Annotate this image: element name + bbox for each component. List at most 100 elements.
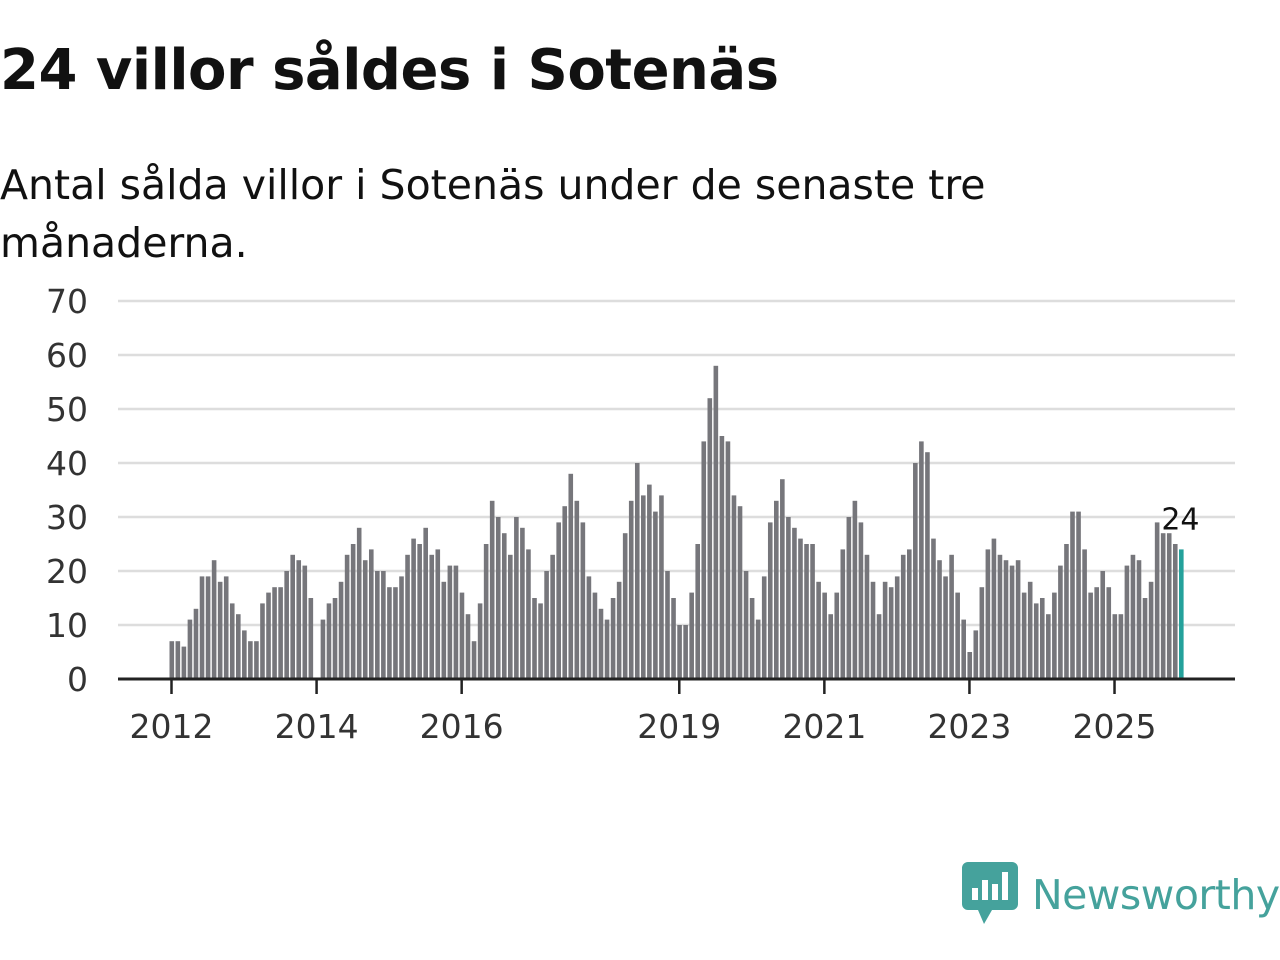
bar <box>755 619 761 679</box>
bar <box>381 571 386 679</box>
bar <box>677 625 682 679</box>
bar <box>574 500 580 679</box>
bar <box>792 527 797 679</box>
bar <box>1070 511 1075 679</box>
bar <box>1166 533 1172 679</box>
bar <box>260 603 265 679</box>
bar <box>628 500 634 679</box>
y-tick-label: 10 <box>46 606 88 645</box>
bar <box>1021 592 1027 679</box>
bar <box>1148 581 1154 679</box>
bar <box>1003 560 1009 679</box>
bar <box>913 463 918 679</box>
bar <box>229 603 235 679</box>
y-tick-label: 20 <box>46 552 88 591</box>
bar <box>332 598 338 679</box>
bar <box>858 522 864 679</box>
bar <box>508 554 513 679</box>
bar <box>1142 598 1148 679</box>
bar <box>350 544 356 679</box>
value-labels: 24 <box>1161 502 1199 537</box>
y-tick-label: 40 <box>46 444 88 483</box>
bar <box>411 538 416 679</box>
bar <box>453 565 459 679</box>
bar <box>272 587 277 679</box>
bar <box>900 554 906 679</box>
bar <box>616 581 622 679</box>
bar <box>320 619 326 679</box>
bar <box>205 576 211 679</box>
bar <box>804 544 809 679</box>
bar <box>278 587 283 679</box>
bar <box>882 581 888 679</box>
bars <box>169 365 1184 679</box>
bar <box>1033 603 1039 679</box>
bar <box>296 560 302 679</box>
brand-name: Newsworthy <box>1032 871 1280 919</box>
x-tick-label: 2012 <box>130 707 214 746</box>
bar <box>1100 571 1106 679</box>
bar <box>181 646 187 679</box>
bar <box>441 581 447 679</box>
bar <box>598 608 604 679</box>
bar <box>254 641 259 679</box>
bar-highlighted <box>1179 549 1184 679</box>
bar <box>931 538 936 679</box>
bar <box>949 554 954 679</box>
bar <box>326 603 332 679</box>
bar <box>610 598 616 679</box>
bar <box>683 625 688 679</box>
bar <box>846 517 852 679</box>
bar <box>586 576 592 679</box>
bar <box>592 592 598 679</box>
bar <box>211 560 217 679</box>
bar <box>997 554 1003 679</box>
bar <box>1076 511 1081 679</box>
bar <box>580 522 586 679</box>
bar <box>870 581 876 679</box>
bar <box>798 538 803 679</box>
bar <box>544 571 549 679</box>
bar <box>1160 533 1166 679</box>
bar <box>447 565 453 679</box>
bar <box>471 641 477 679</box>
bar <box>955 592 960 679</box>
bar <box>822 592 827 679</box>
bar <box>1039 598 1045 679</box>
bar <box>1046 614 1051 679</box>
bar <box>375 571 380 679</box>
bar <box>1094 587 1099 679</box>
bar <box>828 614 833 679</box>
bar <box>568 473 574 679</box>
last-value-label: 24 <box>1161 502 1199 537</box>
bar <box>665 571 670 679</box>
bar <box>562 506 568 679</box>
bar <box>538 603 543 679</box>
bar <box>749 598 755 679</box>
bar <box>423 527 428 679</box>
bar <box>308 598 314 679</box>
bar <box>671 598 676 679</box>
newsworthy-logo[interactable]: Newsworthy <box>962 862 1280 928</box>
bar <box>634 463 640 679</box>
bar <box>937 560 942 679</box>
bar <box>1058 565 1063 679</box>
bar <box>767 522 773 679</box>
bar <box>266 592 271 679</box>
y-tick-label: 60 <box>46 336 88 375</box>
bar <box>1136 560 1142 679</box>
bar <box>399 576 404 679</box>
bar <box>1088 592 1093 679</box>
bar <box>550 554 555 679</box>
bar <box>973 630 979 679</box>
bar <box>701 441 707 679</box>
bar <box>731 495 737 679</box>
bar <box>1130 554 1136 679</box>
bar <box>864 554 870 679</box>
bar <box>465 614 471 679</box>
bar <box>653 511 658 679</box>
bar <box>906 549 912 679</box>
bar <box>1124 565 1130 679</box>
bar <box>967 652 973 679</box>
bar <box>526 549 531 679</box>
